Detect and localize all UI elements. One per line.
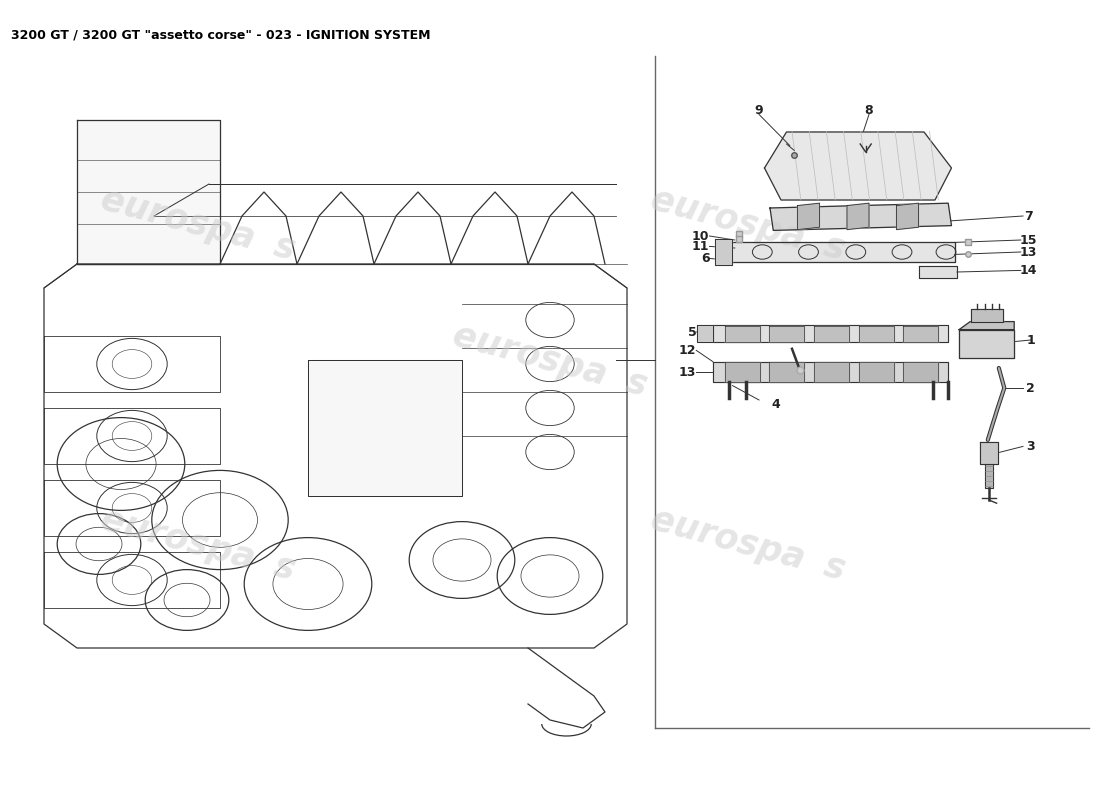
Polygon shape: [814, 326, 849, 342]
Polygon shape: [770, 203, 952, 230]
Text: 13: 13: [1020, 246, 1037, 258]
Text: 11: 11: [692, 240, 710, 253]
Text: 14: 14: [1020, 264, 1037, 277]
Polygon shape: [764, 132, 952, 200]
Polygon shape: [859, 362, 894, 382]
Text: 9: 9: [755, 104, 763, 117]
Polygon shape: [713, 362, 948, 382]
Polygon shape: [918, 266, 957, 278]
Polygon shape: [713, 325, 948, 342]
Polygon shape: [980, 442, 998, 464]
Polygon shape: [971, 309, 1003, 322]
Text: eurospa   s: eurospa s: [449, 318, 651, 402]
Polygon shape: [903, 326, 938, 342]
Polygon shape: [697, 325, 713, 342]
Text: 3: 3: [1026, 440, 1035, 453]
Text: 1: 1: [1026, 334, 1035, 346]
Polygon shape: [903, 362, 938, 382]
Text: eurospa   s: eurospa s: [97, 182, 299, 266]
Polygon shape: [725, 326, 760, 342]
Polygon shape: [769, 362, 804, 382]
Polygon shape: [715, 239, 732, 265]
Polygon shape: [726, 242, 955, 262]
Text: 2: 2: [1026, 382, 1035, 394]
Polygon shape: [984, 464, 993, 488]
Text: 12: 12: [679, 344, 696, 357]
Text: 8: 8: [865, 104, 873, 117]
Polygon shape: [769, 326, 804, 342]
Text: 5: 5: [688, 326, 696, 338]
Text: 3200 GT / 3200 GT "assetto corse" - 023 - IGNITION SYSTEM: 3200 GT / 3200 GT "assetto corse" - 023 …: [11, 28, 430, 41]
Text: 13: 13: [679, 366, 696, 378]
Text: eurospa   s: eurospa s: [647, 502, 849, 586]
Text: eurospa   s: eurospa s: [647, 182, 849, 266]
Polygon shape: [847, 203, 869, 230]
Polygon shape: [798, 203, 820, 230]
Polygon shape: [859, 326, 894, 342]
Polygon shape: [725, 362, 760, 382]
Polygon shape: [77, 120, 220, 264]
Text: 10: 10: [692, 230, 710, 242]
Text: 4: 4: [771, 398, 780, 410]
Text: 7: 7: [1024, 210, 1033, 222]
Polygon shape: [896, 203, 918, 230]
Text: 6: 6: [701, 252, 710, 265]
Text: 15: 15: [1020, 234, 1037, 246]
Polygon shape: [959, 322, 1014, 330]
Polygon shape: [308, 360, 462, 496]
Polygon shape: [959, 330, 1014, 358]
Polygon shape: [814, 362, 849, 382]
Text: eurospa   s: eurospa s: [97, 502, 299, 586]
